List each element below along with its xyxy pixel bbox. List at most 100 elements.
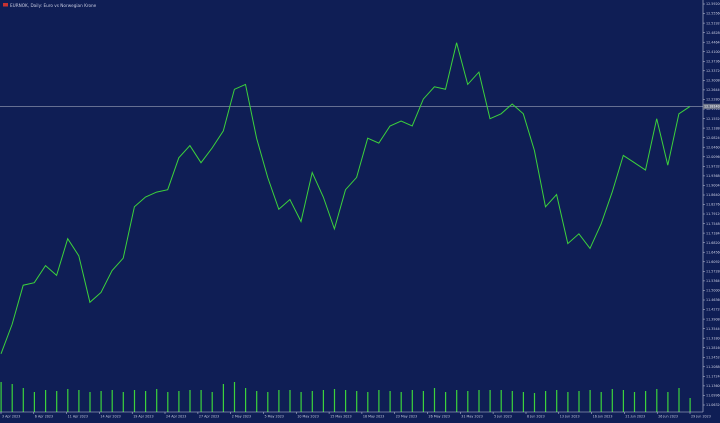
volume-bar [378, 390, 380, 412]
volume-bar [211, 392, 213, 412]
volume-bar [667, 392, 669, 412]
volume-bars [0, 382, 691, 412]
volume-bar [622, 390, 624, 412]
price-tick-label: 11.31800 [706, 336, 720, 340]
price-tick-label: 11.71840 [706, 231, 720, 235]
volume-bar [267, 392, 269, 412]
current-price-tag: 12.18140 [703, 103, 720, 109]
time-tick-label: 19 Apr 2023 [133, 415, 153, 419]
volume-bar [67, 389, 69, 412]
time-axis: 3 Apr 2023 6 Apr 2023 11 Apr 2023 14 Apr 20… [0, 412, 711, 419]
volume-bar [100, 391, 102, 412]
volume-bar [278, 390, 280, 412]
price-tick-label: 12.26440 [706, 88, 720, 92]
volume-bar [300, 392, 302, 412]
time-tick-label: 21 Jun 2023 [625, 415, 645, 419]
time-tick-label: 26 Jun 2023 [658, 415, 678, 419]
time-tick-label: 2 May 2023 [232, 415, 251, 419]
price-tick-label: 11.93680 [706, 174, 720, 178]
volume-bar [445, 392, 447, 412]
price-tick-label: 12.51920 [706, 21, 720, 25]
volume-bar [233, 382, 236, 412]
price-tick-label: 12.55560 [706, 12, 720, 16]
time-tick-label: 14 Apr 2023 [100, 415, 120, 419]
volume-bar [678, 388, 680, 412]
plot-area [0, 0, 703, 412]
volume-bar [222, 384, 224, 412]
volume-bar [645, 391, 647, 412]
volume-bar [11, 384, 13, 412]
volume-bar [133, 390, 136, 412]
volume-bar [111, 390, 113, 412]
volume-bar [567, 392, 569, 412]
price-tick-label: 11.82760 [706, 203, 720, 207]
price-tick-label: 12.11880 [706, 126, 720, 130]
volume-bar [556, 390, 558, 412]
price-tick-label: 11.24520 [706, 356, 720, 360]
volume-bar [156, 389, 158, 412]
price-tick-label: 11.20880 [706, 365, 720, 369]
time-tick-label: 18 May 2023 [363, 415, 385, 419]
price-tick-label: 11.97320 [706, 165, 720, 169]
price-tick-label: 12.00960 [706, 155, 720, 159]
price-tick-label: 11.09960 [706, 394, 720, 398]
volume-bar [633, 392, 636, 412]
volume-bar [500, 390, 502, 412]
price-tick-label: 12.22800 [706, 98, 720, 102]
volume-bar [456, 390, 458, 412]
volume-bar [433, 388, 436, 412]
time-tick-label: 16 Jun 2023 [593, 415, 613, 419]
volume-bar [189, 390, 191, 412]
price-tick-label: 12.48280 [706, 31, 720, 35]
time-tick-label: 5 May 2023 [265, 415, 284, 419]
volume-bar [322, 390, 324, 412]
time-tick-label: 26 May 2023 [429, 415, 451, 419]
time-tick-label: 6 Apr 2023 [35, 415, 53, 419]
volume-bar [533, 393, 536, 412]
volume-bar [578, 391, 580, 412]
price-tick-label: 12.44640 [706, 40, 720, 44]
time-tick-label: 29 Jun 2023 [691, 415, 711, 419]
price-tick-label: 11.50000 [706, 289, 720, 293]
volume-bar [333, 389, 336, 412]
price-tick-label: 11.39080 [706, 317, 720, 321]
volume-bar [478, 390, 480, 412]
time-tick-label: 24 Apr 2023 [166, 415, 186, 419]
price-tick-label: 11.13600 [706, 384, 720, 388]
volume-bar [545, 391, 547, 412]
volume-bar [289, 390, 291, 412]
price-tick-label: 11.06320 [706, 403, 720, 407]
time-tick-label: 23 May 2023 [396, 415, 418, 419]
price-tick-label: 12.04600 [706, 145, 720, 149]
time-tick-label: 8 Jun 2023 [527, 415, 545, 419]
price-tick-label: 11.68200 [706, 241, 720, 245]
volume-bar [467, 391, 469, 412]
volume-bar [367, 392, 369, 412]
time-tick-label: 11 Apr 2023 [68, 415, 88, 419]
price-tick-label: 11.60920 [706, 260, 720, 264]
volume-bar [256, 391, 258, 412]
volume-bar [611, 389, 613, 412]
price-tick-label: 12.19160 [706, 107, 720, 111]
volume-bar [600, 392, 602, 412]
price-tick-label: 12.41000 [706, 50, 720, 54]
volume-bar [78, 390, 80, 412]
symbol-flag-icon [3, 3, 8, 7]
volume-bar [178, 391, 180, 412]
time-tick-label: 27 Apr 2023 [199, 415, 219, 419]
time-tick-label: 31 May 2023 [461, 415, 483, 419]
volume-bar [489, 390, 491, 412]
volume-bar [389, 391, 391, 412]
volume-bar [356, 391, 358, 412]
volume-bar [689, 398, 691, 412]
volume-bar [45, 390, 47, 412]
price-tick-label: 11.28160 [706, 346, 720, 350]
price-tick-label: 12.15520 [706, 117, 720, 121]
volume-bar [167, 392, 169, 412]
volume-bar [56, 391, 58, 412]
price-tick-label: 11.64560 [706, 250, 720, 254]
volume-bar [89, 392, 91, 412]
time-tick-label: 13 Jun 2023 [560, 415, 580, 419]
